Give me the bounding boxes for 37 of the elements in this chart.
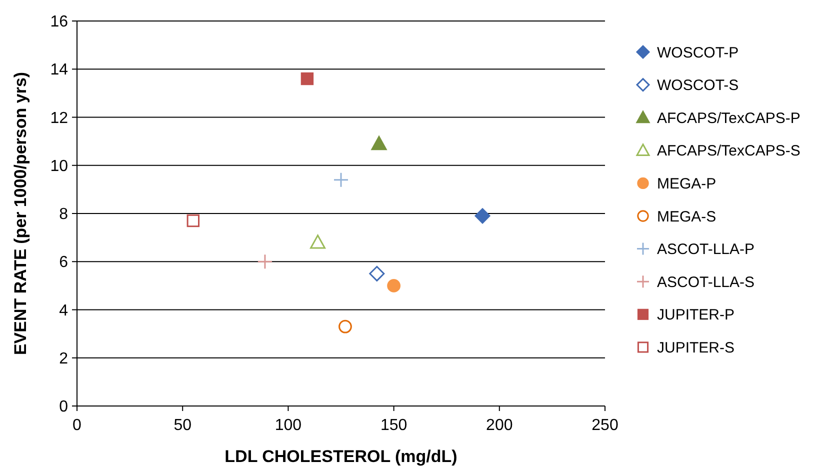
legend-label: MEGA-P: [657, 175, 716, 192]
legend-label: WOSCOT-P: [657, 44, 739, 62]
point: [257, 254, 273, 270]
point: [300, 72, 314, 86]
y-tick-label: 14: [50, 62, 68, 79]
legend-label: ASCOT-LLA-P: [657, 241, 755, 258]
y-tick-label: 8: [59, 206, 68, 224]
legend-label: AFCAPS/TexCAPS-S: [657, 142, 800, 160]
x-tick-label: 150: [380, 417, 408, 434]
y-tick-label: 2: [59, 350, 68, 368]
point: [474, 208, 490, 224]
legend-label: AFCAPS/TexCAPS-P: [657, 110, 800, 127]
legend-label: WOSCOT-S: [657, 77, 739, 94]
legend-label: ASCOT-LLA-S: [657, 274, 755, 291]
point: [371, 136, 387, 150]
y-tick-label: 4: [59, 302, 68, 320]
point: [369, 266, 385, 282]
y-axis-title: EVENT RATE (per 1000/person yrs): [11, 72, 30, 356]
point: [186, 214, 200, 228]
x-tick-label: 50: [174, 417, 192, 434]
point: [310, 234, 326, 249]
y-tick-label: 16: [50, 14, 68, 31]
x-tick-label: 250: [592, 417, 618, 434]
point: [387, 278, 400, 292]
point: [338, 320, 352, 334]
x-axis-title: LDL CHOLESTEROL (mg/dL): [224, 447, 458, 466]
x-tick-label: 0: [72, 417, 82, 434]
y-tick-label: 6: [59, 254, 68, 272]
y-tick-label: 0: [59, 398, 68, 416]
x-tick-label: 200: [486, 417, 513, 434]
legend-label: MEGA-S: [657, 208, 716, 226]
legend-label: JUPITER-P: [657, 306, 735, 324]
y-tick-label: 12: [50, 110, 68, 127]
point: [333, 172, 349, 188]
y-tick-label: 10: [50, 158, 68, 175]
x-tick-label: 100: [274, 417, 302, 434]
legend-label: JUPITER-S: [657, 339, 735, 356]
